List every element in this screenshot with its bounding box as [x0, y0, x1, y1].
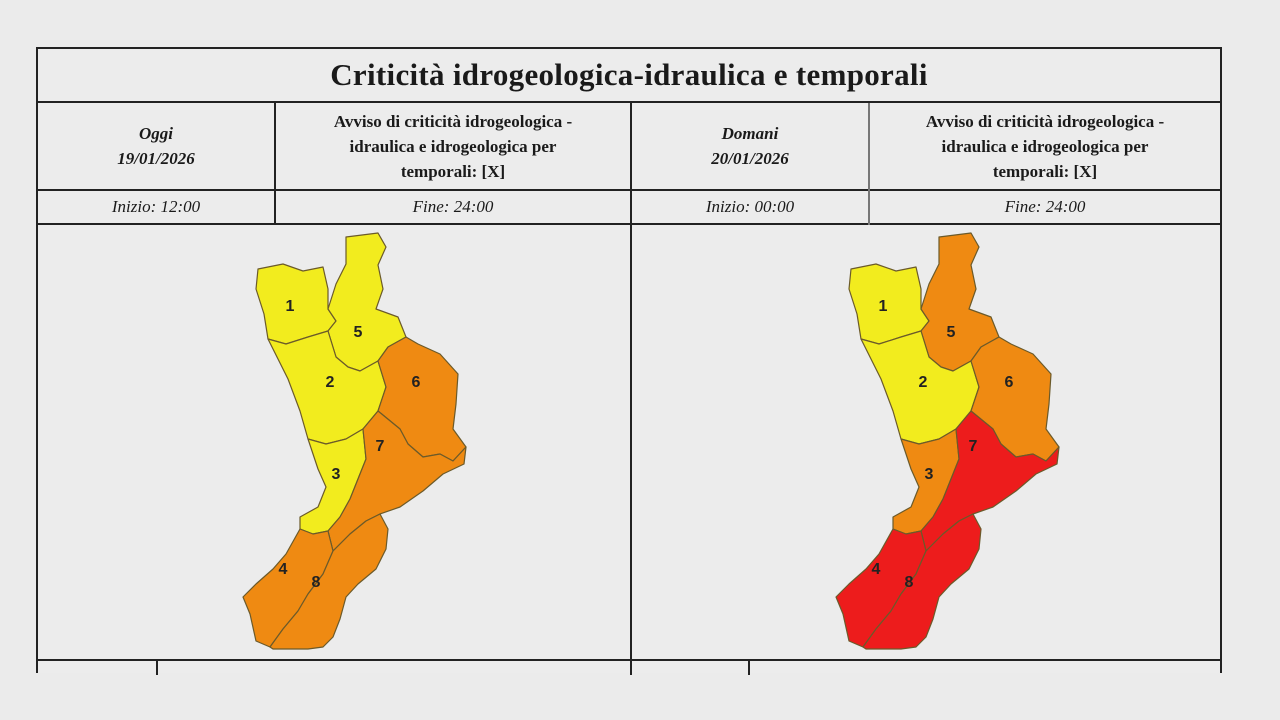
today-label: Oggi — [139, 124, 173, 143]
zone-7-area — [920, 410, 1060, 552]
zone-8-area — [862, 513, 982, 650]
zone-8-label: 8 — [312, 574, 321, 591]
today-warning-line-1: Avviso di criticità idrogeologica - — [333, 111, 573, 131]
zone-8-area — [269, 513, 389, 650]
tomorrow-end-time: Fine: 24:00 — [1004, 197, 1086, 216]
today-date-cell: Oggi 19/01/2026 — [38, 103, 274, 189]
zone-6-label: 6 — [1005, 374, 1014, 391]
zone-7-area — [327, 410, 467, 552]
tomorrow-warning-line-3: temporali: [X] — [992, 161, 1098, 181]
footer-divider-right — [748, 661, 750, 675]
header-divider — [38, 189, 1220, 191]
zone-3-label: 3 — [332, 466, 341, 483]
zone-1-label: 1 — [286, 298, 295, 315]
today-warning-line-2: idraulica e idrogeologica per — [349, 136, 557, 156]
zone-5-label: 5 — [947, 324, 956, 341]
bulletin-title: Criticità idrogeologica-idraulica e temp… — [38, 49, 1220, 103]
zone-7-label: 7 — [969, 438, 978, 455]
divider-center — [630, 103, 632, 675]
map-bottom-divider — [38, 659, 1220, 661]
tomorrow-warning-cell: Avviso di criticità idrogeologica - idra… — [870, 103, 1220, 189]
tomorrow-date-cell: Domani 20/01/2026 — [632, 103, 868, 189]
map-tomorrow: 1 2 3 4 5 6 7 8 — [835, 232, 1060, 650]
tomorrow-date: 20/01/2026 — [711, 149, 789, 168]
time-divider — [38, 223, 1220, 225]
zone-8-label: 8 — [905, 574, 914, 591]
zone-3-label: 3 — [925, 466, 934, 483]
divider-today — [274, 103, 276, 225]
map-today: 1 2 3 4 5 6 7 8 — [242, 232, 467, 650]
zone-1-label: 1 — [879, 298, 888, 315]
today-warning-line-3: temporali: [X] — [400, 161, 506, 181]
zone-7-label: 7 — [376, 438, 385, 455]
today-warning-cell: Avviso di criticità idrogeologica - idra… — [276, 103, 630, 189]
zone-5-label: 5 — [354, 324, 363, 341]
divider-tomorrow — [868, 103, 870, 225]
zone-4-label: 4 — [279, 561, 288, 578]
zone-2-label: 2 — [326, 374, 335, 391]
today-end-time: Fine: 24:00 — [412, 197, 494, 216]
today-date: 19/01/2026 — [117, 149, 195, 168]
tomorrow-warning-line-1: Avviso di criticità idrogeologica - — [925, 111, 1165, 131]
today-start-time: Inizio: 12:00 — [111, 197, 201, 216]
zone-6-label: 6 — [412, 374, 421, 391]
bulletin-document: Criticità idrogeologica-idraulica e temp… — [36, 47, 1222, 675]
zone-2-label: 2 — [919, 374, 928, 391]
footer-divider-left — [156, 661, 158, 675]
tomorrow-start-time: Inizio: 00:00 — [705, 197, 795, 216]
zone-4-label: 4 — [872, 561, 881, 578]
tomorrow-label: Domani — [721, 124, 779, 143]
tomorrow-warning-line-2: idraulica e idrogeologica per — [941, 136, 1149, 156]
